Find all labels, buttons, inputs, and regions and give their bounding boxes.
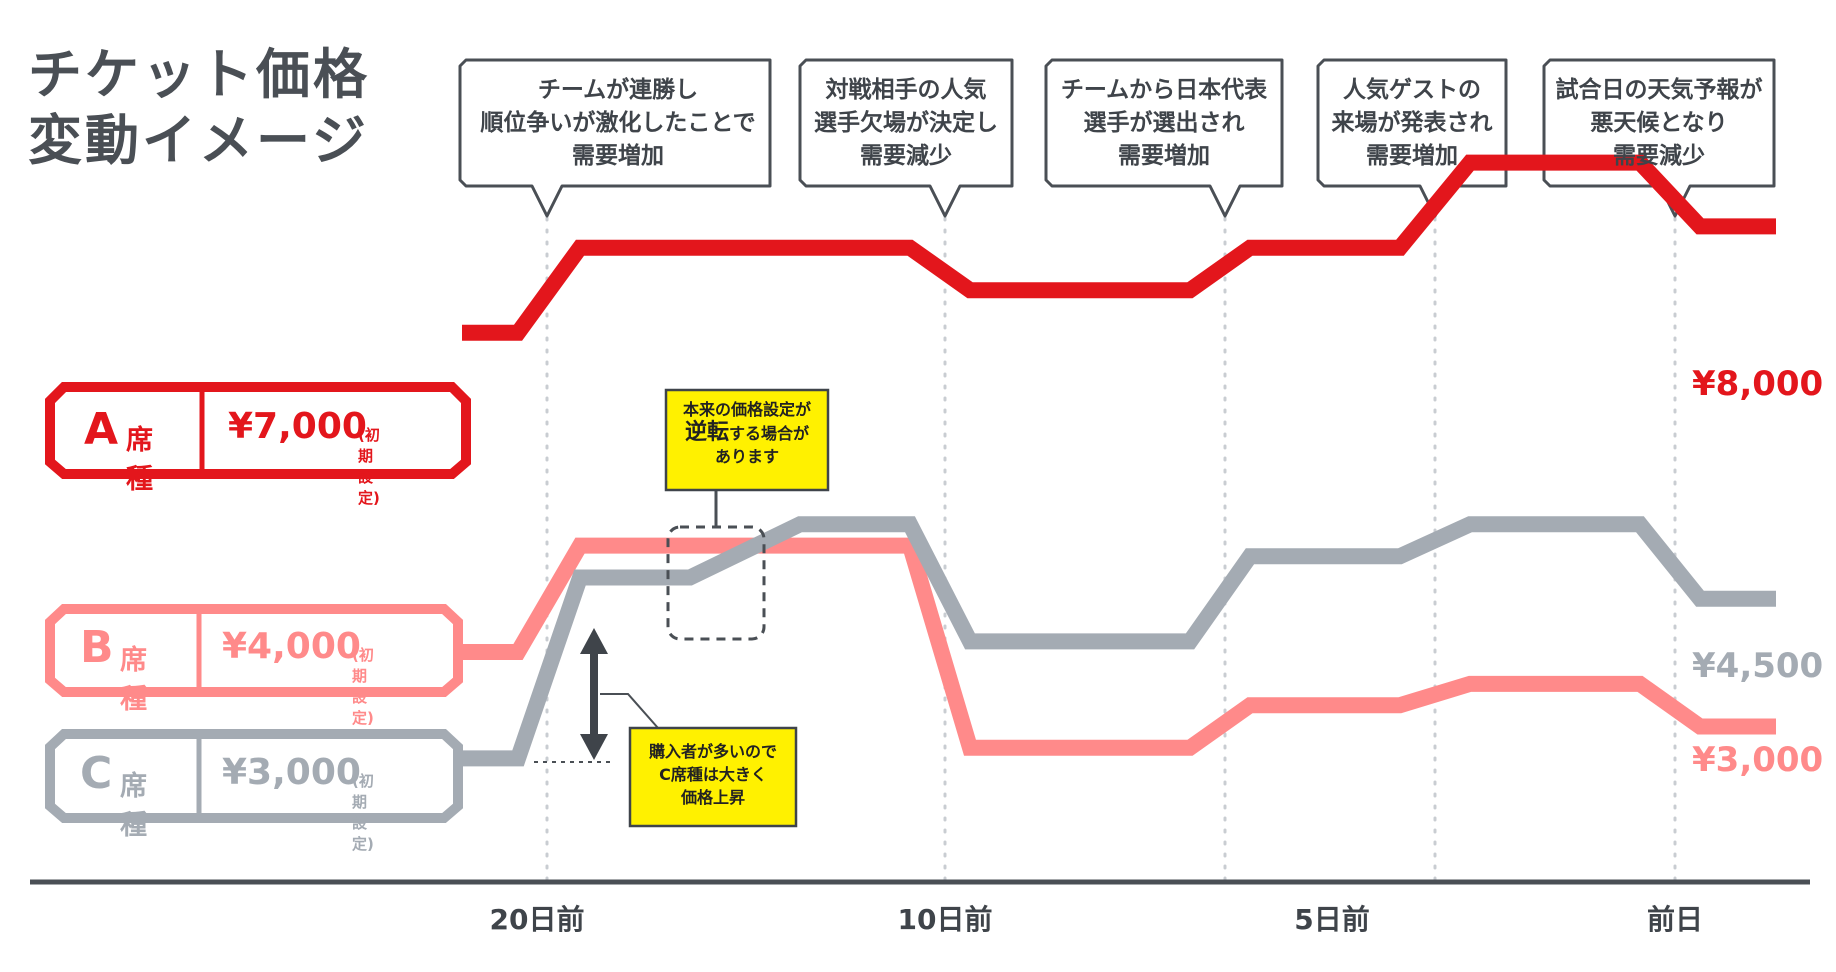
rise-arrow-head-up	[580, 628, 608, 654]
rise-note-box	[628, 726, 798, 828]
callout-bubble	[798, 58, 1014, 218]
end-label-a: ¥8,000	[1692, 364, 1824, 404]
seat-a-kind: 席種	[126, 425, 153, 495]
reversal-note-line-1: 本来の価格設定が	[682, 400, 811, 419]
seat-box-c	[45, 729, 463, 823]
reversal-emphasis: 逆転	[684, 420, 729, 445]
seat-box-b	[45, 604, 463, 697]
seat-c-letter: C	[80, 748, 113, 799]
reversal-note-line-2-rest: する場合が	[729, 424, 810, 443]
rise-note-connector	[600, 693, 659, 729]
series-line-b	[462, 537, 1776, 756]
page-title: チケット価格 変動イメージ	[28, 42, 408, 174]
series-line-a	[462, 154, 1776, 341]
callout-4-line-2: 来場が発表され	[1331, 110, 1493, 136]
x-tick-label: 20日前	[489, 903, 585, 936]
stage-guide-lines	[545, 216, 1677, 882]
callout-2-line-1: 対戦相手の人気	[825, 77, 987, 103]
callout-5-line-2: 悪天候となり	[1590, 110, 1728, 136]
rise-note-line-2: C席種は大きく	[659, 765, 767, 784]
reversal-note: 本来の価格設定が 逆転する場合が あります	[666, 398, 828, 468]
rise-note-line-1: 購入者が多いので	[648, 742, 777, 761]
callout-2: 対戦相手の人気 選手欠場が決定し 需要減少	[800, 74, 1012, 173]
callout-5-line-1: 試合日の天気予報が	[1555, 77, 1763, 103]
callout-5-line-3: 需要減少	[1613, 143, 1705, 169]
seat-c-kind: 席種	[120, 771, 147, 841]
x-tick-label: 10日前	[897, 903, 993, 936]
rise-note-line-3: 価格上昇	[680, 788, 745, 807]
callout-3-line-2: 選手が選出され	[1083, 110, 1245, 136]
seat-c-initial: (初期設定)	[352, 772, 374, 853]
seat-c-price: ¥3,000	[222, 752, 361, 793]
callout-1-line-1: チームが連勝し	[537, 77, 699, 103]
series-line-c	[462, 516, 1776, 767]
title-line-2: 変動イメージ	[28, 109, 369, 172]
callout-bubble	[1044, 58, 1284, 218]
callout-2-line-2: 選手欠場が決定し	[814, 110, 998, 136]
seat-a-initial: (初期設定)	[358, 426, 380, 507]
reversal-note-box	[664, 388, 830, 492]
end-label-c: ¥4,500	[1692, 646, 1824, 686]
callout-1: チームが連勝し 順位争いが激化したことで 需要増加	[466, 74, 770, 173]
callout-3-line-1: チームから日本代表	[1060, 77, 1268, 103]
title-line-1: チケット価格	[28, 43, 370, 106]
seat-box-a	[45, 382, 471, 479]
callout-4-line-1: 人気ゲストの	[1343, 77, 1481, 103]
seat-b-kind: 席種	[120, 645, 147, 715]
seat-b-initial: (初期設定)	[352, 646, 374, 727]
callout-2-line-3: 需要減少	[860, 143, 952, 169]
callout-bubble	[458, 58, 772, 218]
seat-b-price: ¥4,000	[222, 626, 361, 667]
rise-arrow	[580, 628, 608, 760]
x-tick-label: 5日前	[1294, 903, 1370, 936]
reversal-note-line-3: あります	[714, 447, 779, 466]
callout-4: 人気ゲストの 来場が発表され 需要増加	[1318, 74, 1506, 173]
rise-note: 購入者が多いので C席種は大きく 価格上昇	[630, 740, 796, 809]
reversal-note-line-2: 逆転する場合が	[666, 421, 828, 445]
callout-4-line-3: 需要増加	[1366, 143, 1458, 169]
seat-a-letter: A	[84, 404, 119, 455]
seat-boxes	[45, 382, 471, 823]
seat-b-letter: B	[80, 622, 114, 673]
callout-5: 試合日の天気予報が 悪天候となり 需要減少	[1544, 74, 1774, 173]
callout-1-line-2: 順位争いが激化したことで	[480, 110, 756, 136]
callout-shapes	[458, 58, 1776, 218]
series-layer	[462, 154, 1776, 767]
rise-arrow-head-down	[580, 734, 608, 760]
callout-3: チームから日本代表 選手が選出され 需要増加	[1046, 74, 1282, 173]
x-tick-label: 前日	[1646, 903, 1704, 936]
callout-3-line-3: 需要増加	[1118, 143, 1210, 169]
end-label-b: ¥3,000	[1692, 740, 1824, 780]
callout-1-line-3: 需要増加	[572, 143, 664, 169]
seat-a-price: ¥7,000	[228, 406, 367, 447]
